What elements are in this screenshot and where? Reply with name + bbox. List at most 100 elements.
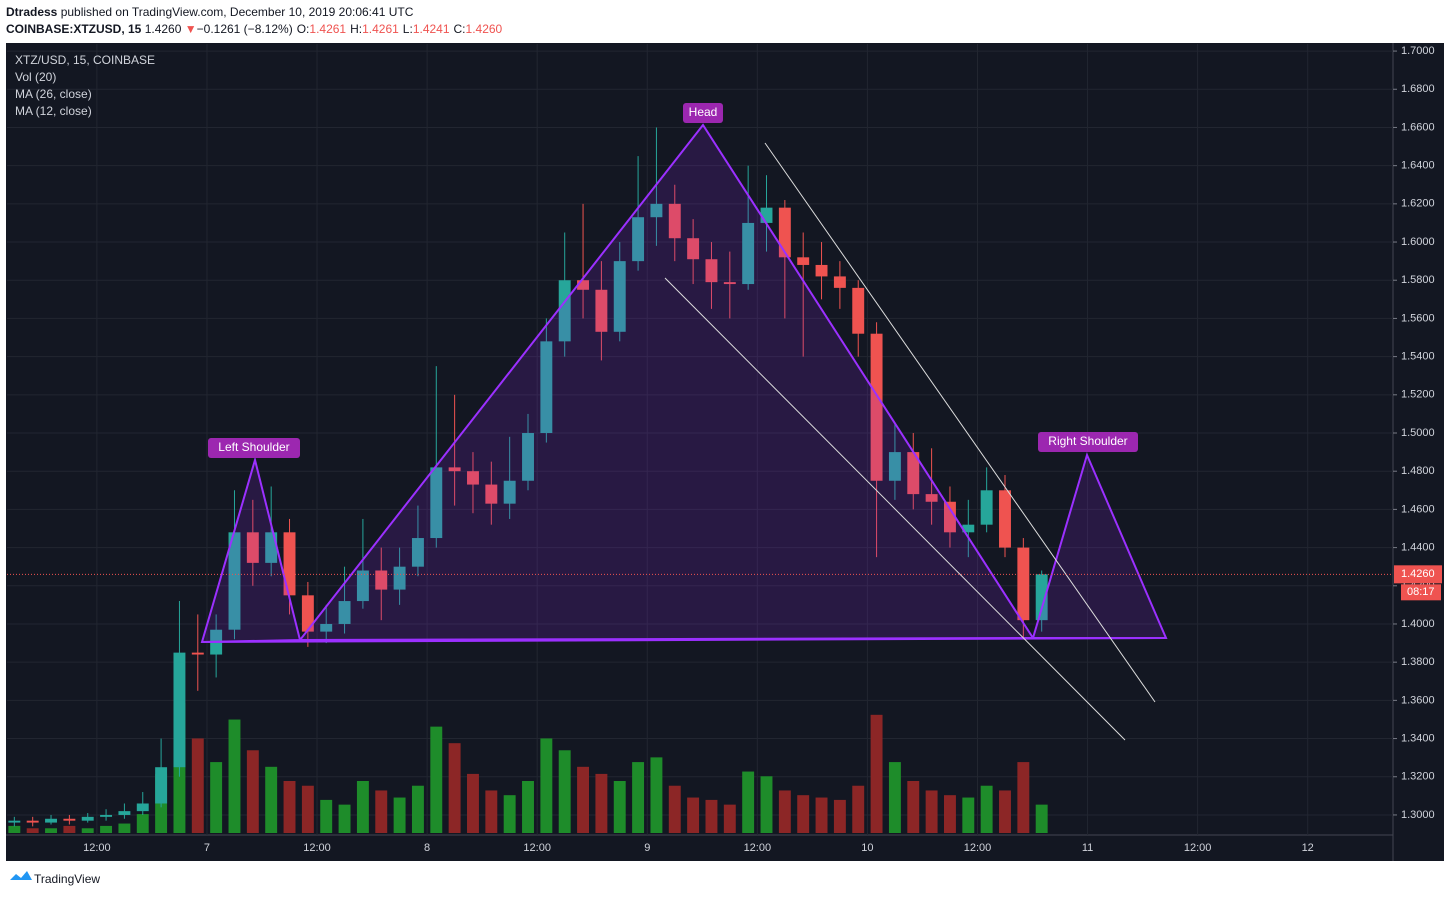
countdown-box [1401, 584, 1441, 601]
x-tick-label: 12:00 [1184, 842, 1212, 854]
study-label: MA (12, close) [15, 104, 92, 118]
candle-body [467, 471, 479, 485]
candle-body [430, 467, 443, 539]
volume-bar [705, 799, 718, 833]
candle-body [760, 207, 773, 223]
volume-bar [522, 781, 534, 833]
candle-body [45, 818, 57, 823]
candle-body [522, 433, 534, 481]
y-tick-label: 1.6000 [1401, 236, 1435, 248]
candle-body [632, 217, 645, 262]
x-tick-label: 12:00 [83, 842, 111, 854]
volume-bar [870, 714, 883, 833]
volume-bar [650, 757, 663, 833]
footer: TradingView [34, 872, 100, 886]
volume-bar [503, 795, 516, 833]
volume-bar [723, 804, 736, 833]
label-box [208, 438, 300, 458]
volume-bar [999, 790, 1011, 833]
study-label: XTZ/USD, 15, COINBASE [15, 53, 155, 67]
candle-body [338, 601, 351, 624]
candle-body [650, 203, 663, 218]
volume-bar [980, 785, 993, 833]
y-tick-label: 1.5600 [1401, 312, 1435, 324]
author: Dtradess [6, 5, 58, 19]
ohlc-key: C: [453, 22, 466, 36]
candle-body [962, 524, 975, 533]
candle-body [155, 767, 168, 804]
volume-bar [228, 719, 241, 833]
x-tick-label: 12:00 [964, 842, 992, 854]
volume-bar [301, 785, 314, 833]
x-tick-label: 7 [204, 842, 210, 854]
y-tick-label: 1.3200 [1401, 771, 1435, 783]
candle-body [907, 452, 920, 495]
candle-body [1035, 574, 1048, 621]
candle-body [613, 261, 626, 332]
candle-body [356, 570, 369, 602]
volume-bar [962, 797, 975, 833]
ohlc-value: 1.4261 [309, 22, 347, 36]
y-tick-label: 1.4000 [1401, 618, 1435, 630]
x-tick-label: 11 [1082, 842, 1093, 854]
candle-body [943, 501, 956, 533]
volume-bar [411, 785, 424, 833]
volume-bar [356, 781, 369, 833]
volume-bar [485, 790, 498, 833]
candle-body [100, 814, 113, 817]
candle-body [63, 818, 76, 821]
price-tag [1394, 565, 1442, 584]
study-label: Vol (20) [15, 70, 56, 84]
last: 1.4260 [144, 22, 182, 36]
candle-body [778, 207, 791, 258]
x-tick-label: 12 [1302, 842, 1314, 854]
y-tick-label: 1.5800 [1401, 274, 1435, 286]
candle-body [8, 820, 21, 823]
volume-bar [283, 781, 296, 833]
symbol: COINBASE:XTZUSD, 15 [6, 22, 142, 36]
volume-bar [100, 825, 113, 833]
volume-bar [191, 738, 204, 833]
volume-bar [687, 797, 700, 833]
ohlc-key: H: [350, 22, 363, 36]
candle-body [558, 280, 571, 342]
pattern: Left Shoulder Head Right Shoulder [200, 103, 1168, 741]
candle-body [595, 289, 608, 332]
candle-body [668, 203, 681, 239]
channel-line [664, 277, 1126, 741]
channel-line [764, 142, 1156, 703]
ohlc-value: 1.4241 [412, 22, 450, 36]
volume-bar [577, 766, 590, 833]
volume-bar [833, 799, 846, 833]
candle-body [577, 280, 590, 290]
y-tick-label: 1.3600 [1401, 694, 1435, 706]
candle-body [1017, 547, 1030, 621]
candle-body [888, 452, 901, 481]
y-tick-label: 1.6600 [1401, 121, 1435, 133]
x-tick-label: 8 [424, 842, 430, 854]
volume-bar [888, 762, 901, 833]
header-line-1: Dtradess published on TradingView.com, D… [6, 4, 502, 21]
volume-bar [246, 750, 259, 833]
volume-bar [467, 773, 479, 833]
y-tick-label: 1.4600 [1401, 503, 1435, 515]
volume-bar [430, 726, 443, 833]
candle-body [687, 238, 700, 260]
logo [10, 871, 32, 880]
candle-body [81, 816, 94, 821]
y-tick-label: 1.6800 [1401, 83, 1435, 95]
annotation: Left Shoulder [218, 440, 289, 454]
volume-bar [778, 790, 791, 833]
header: Dtradess published on TradingView.com, D… [6, 4, 502, 38]
candle-body [448, 467, 461, 472]
candle-body [833, 276, 846, 288]
volume-bar [613, 781, 626, 833]
candle-body [393, 566, 406, 590]
y-tick-label: 1.4800 [1401, 465, 1435, 477]
volume-bar [558, 750, 571, 833]
volume-bar [136, 814, 149, 833]
candle-body [246, 532, 259, 563]
header-line-2: COINBASE:XTZUSD, 15 1.4260 ▼−0.1261 (−8.… [6, 21, 502, 38]
y-tick-label: 1.5400 [1401, 351, 1435, 363]
